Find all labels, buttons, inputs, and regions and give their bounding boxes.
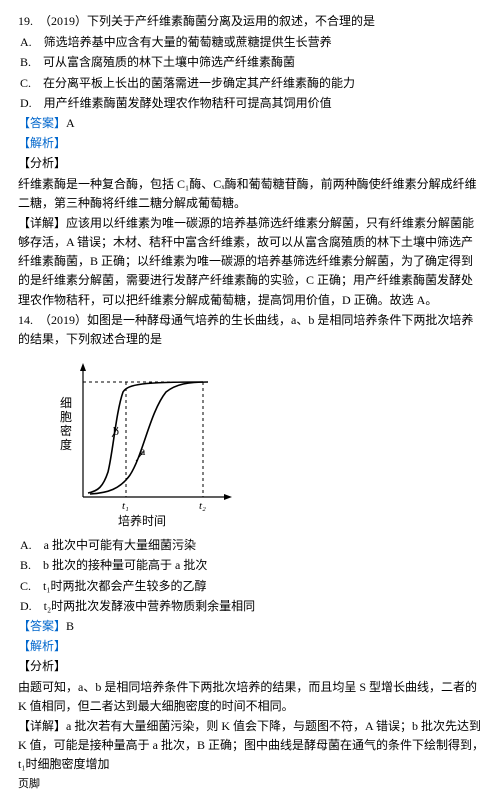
q19-answer-line: 【答案】A (18, 114, 484, 133)
q19-fenxi-text: 纤维素酶是一种复合酶，包括 C₁酶、Cₓ酶和葡萄糖苷酶，前两种酶使纤维素分解成纤… (18, 175, 484, 213)
page-footer: 页脚 (18, 776, 484, 794)
q14-option-c: C. t₁时两批次都会产生较多的乙醇 (18, 577, 484, 596)
detail-label: 【详解】 (18, 719, 66, 733)
growth-curve-chart: a b 细 胞 密 度 t₁ t₂ 培养时间 (48, 357, 484, 532)
q19-detail-text: 应该用以纤维素为唯一碳源的培养基筛选纤维素分解菌，只有纤维素分解菌能够存活，A … (18, 216, 474, 307)
q19-header: 19. （2019）下列关于产纤维素酶菌分离及运用的叙述，不合理的是 (18, 12, 484, 31)
q19-option-c: C. 在分离平板上长出的菌落需进一步确定其产纤维素酶的能力 (18, 74, 484, 93)
t1-label: t₁ (122, 500, 129, 512)
x-label: 培养时间 (118, 513, 166, 528)
q14-option-a: A. a 批次中可能有大量细菌污染 (18, 536, 484, 555)
detail-label: 【详解】 (18, 216, 66, 230)
q14-detail-text: a 批次若有大量细菌污染，则 K 值会下降，与题图不符，A 错误；b 批次先达到… (18, 719, 484, 771)
q19-answer: A (66, 116, 75, 130)
answer-label: 【答案】 (18, 116, 66, 130)
q14-header: 14. （2019）如图是一种酵母通气培养的生长曲线，a、b 是相同培养条件下两… (18, 311, 484, 349)
q19-analysis-label: 【解析】 (18, 134, 484, 153)
curve-a (90, 382, 208, 494)
q14-fenxi-text: 由题可知，a、b 是相同培养条件下两批次培养的结果，而且均呈 S 型增长曲线，二… (18, 678, 484, 716)
q14-answer: B (66, 619, 74, 633)
answer-label: 【答案】 (18, 619, 66, 633)
q14-detail: 【详解】a 批次若有大量细菌污染，则 K 值会下降，与题图不符，A 错误；b 批… (18, 717, 484, 775)
x-axis-arrow (224, 494, 232, 500)
q14-option-b: B. b 批次的接种量可能高于 a 批次 (18, 556, 484, 575)
t2-label: t₂ (199, 500, 206, 512)
q14-option-d: D. t₂时两批次发酵液中营养物质剩余量相同 (18, 597, 484, 616)
q14-fenxi-label: 【分析】 (18, 657, 484, 676)
q19-fenxi-label: 【分析】 (18, 154, 484, 173)
y-label: 细 胞 密 度 (60, 396, 75, 452)
q14-analysis-label: 【解析】 (18, 637, 484, 656)
q14-answer-line: 【答案】B (18, 617, 484, 636)
q19-option-d: D. 用产纤维素酶菌发酵处理农作物秸秆可提高其饲用价值 (18, 94, 484, 113)
q19-detail: 【详解】应该用以纤维素为唯一碳源的培养基筛选纤维素分解菌，只有纤维素分解菌能够存… (18, 214, 484, 310)
q19-option-a: A. 筛选培养基中应含有大量的葡萄糖或蔗糖提供生长营养 (18, 33, 484, 52)
q19-option-b: B. 可从富含腐殖质的林下土壤中筛选产纤维素酶菌 (18, 53, 484, 72)
curve-a-label: a (140, 444, 146, 458)
y-axis-arrow (80, 363, 86, 371)
chart-svg: a b 细 胞 密 度 t₁ t₂ 培养时间 (48, 357, 238, 532)
